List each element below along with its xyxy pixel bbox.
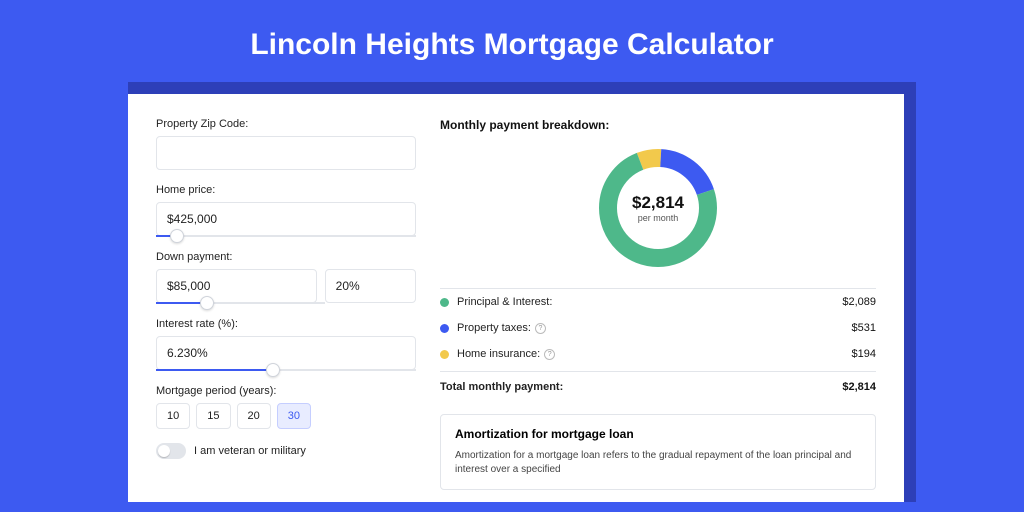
veteran-toggle[interactable] xyxy=(156,443,186,459)
legend-label: Property taxes:? xyxy=(457,322,852,334)
veteran-row: I am veteran or military xyxy=(156,443,416,459)
legend-amount: $194 xyxy=(852,348,876,360)
interest-label: Interest rate (%): xyxy=(156,318,416,330)
period-btn-30[interactable]: 30 xyxy=(277,403,311,429)
period-label: Mortgage period (years): xyxy=(156,385,416,397)
legend-dot xyxy=(440,298,449,307)
donut-chart: $2,814 per month xyxy=(598,148,718,268)
home-price-slider[interactable] xyxy=(156,235,416,237)
down-payment-amount-input[interactable] xyxy=(156,269,317,303)
donut-center: $2,814 per month xyxy=(632,193,684,223)
legend-label: Principal & Interest: xyxy=(457,296,842,308)
interest-field-group: Interest rate (%): xyxy=(156,318,416,371)
legend-row: Property taxes:?$531 xyxy=(440,315,876,341)
down-payment-label: Down payment: xyxy=(156,251,416,263)
total-amount: $2,814 xyxy=(842,381,876,393)
period-field-group: Mortgage period (years): 1015 2030 xyxy=(156,385,416,429)
donut-chart-wrap: $2,814 per month xyxy=(440,142,876,282)
calculator-panel: Property Zip Code: Home price: Down paym… xyxy=(128,94,904,502)
interest-slider-thumb[interactable] xyxy=(266,363,280,377)
breakdown-heading: Monthly payment breakdown: xyxy=(440,118,876,132)
legend-amount: $2,089 xyxy=(842,296,876,308)
home-price-field-group: Home price: xyxy=(156,184,416,237)
total-label: Total monthly payment: xyxy=(440,381,842,393)
legend-row: Home insurance:?$194 xyxy=(440,341,876,367)
info-icon[interactable]: ? xyxy=(544,349,555,360)
inputs-column: Property Zip Code: Home price: Down paym… xyxy=(156,118,416,502)
shadow-panel: Property Zip Code: Home price: Down paym… xyxy=(128,82,916,502)
zip-input[interactable] xyxy=(156,136,416,170)
period-buttons: 1015 2030 xyxy=(156,403,416,429)
total-row: Total monthly payment: $2,814 xyxy=(440,371,876,402)
down-payment-slider[interactable] xyxy=(156,302,325,304)
legend-row: Principal & Interest:$2,089 xyxy=(440,289,876,315)
breakdown-column: Monthly payment breakdown: $2,814 per mo… xyxy=(416,118,876,502)
zip-field-group: Property Zip Code: xyxy=(156,118,416,170)
period-btn-20[interactable]: 20 xyxy=(237,403,271,429)
legend-label: Home insurance:? xyxy=(457,348,852,360)
donut-center-sub: per month xyxy=(632,213,684,223)
interest-slider[interactable] xyxy=(156,369,416,371)
down-payment-percent-input[interactable] xyxy=(325,269,416,303)
zip-label: Property Zip Code: xyxy=(156,118,416,130)
period-btn-15[interactable]: 15 xyxy=(196,403,230,429)
amortization-card: Amortization for mortgage loan Amortizat… xyxy=(440,414,876,490)
page-title: Lincoln Heights Mortgage Calculator xyxy=(0,0,1024,82)
legend-dot xyxy=(440,324,449,333)
veteran-label: I am veteran or military xyxy=(194,445,306,457)
period-btn-10[interactable]: 10 xyxy=(156,403,190,429)
interest-slider-fill xyxy=(156,369,273,371)
home-price-slider-thumb[interactable] xyxy=(170,229,184,243)
down-payment-field-group: Down payment: xyxy=(156,251,416,304)
interest-input[interactable] xyxy=(156,336,416,370)
legend: Principal & Interest:$2,089Property taxe… xyxy=(440,289,876,367)
info-icon[interactable]: ? xyxy=(535,323,546,334)
down-payment-slider-thumb[interactable] xyxy=(200,296,214,310)
amortization-text: Amortization for a mortgage loan refers … xyxy=(455,449,861,477)
donut-center-value: $2,814 xyxy=(632,193,684,213)
legend-dot xyxy=(440,350,449,359)
veteran-toggle-knob xyxy=(158,445,170,457)
home-price-label: Home price: xyxy=(156,184,416,196)
home-price-input[interactable] xyxy=(156,202,416,236)
amortization-title: Amortization for mortgage loan xyxy=(455,427,861,441)
legend-amount: $531 xyxy=(852,322,876,334)
